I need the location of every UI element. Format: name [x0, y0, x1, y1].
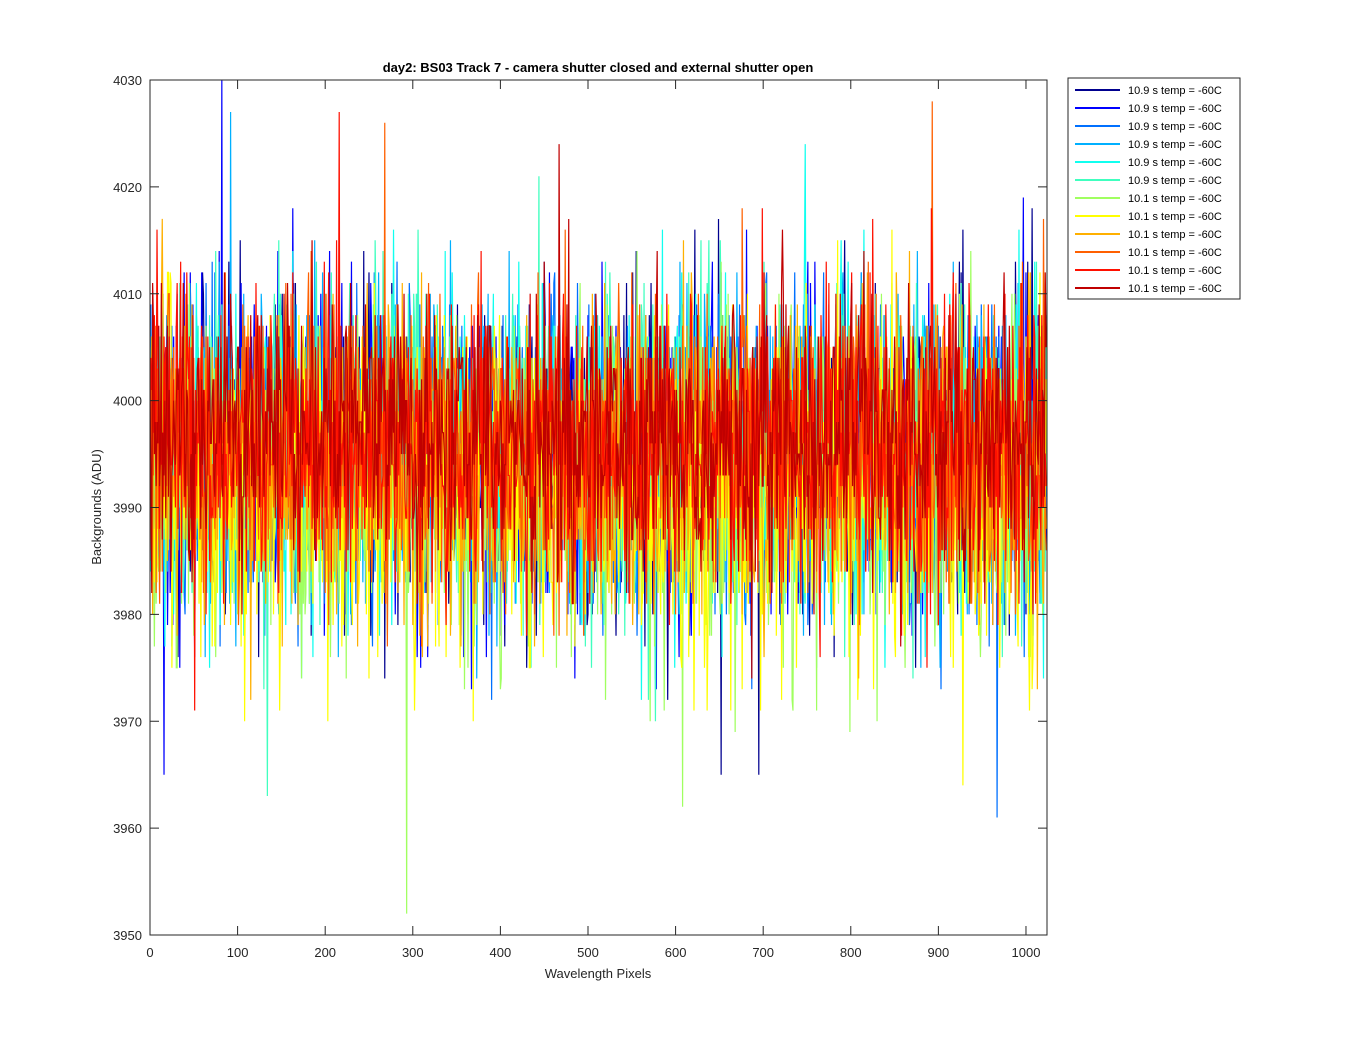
legend-entry-label: 10.1 s temp = -60C [1128, 247, 1222, 259]
y-tick-label: 3970 [113, 714, 142, 729]
y-tick-label: 3990 [113, 501, 142, 516]
legend-entry-label: 10.9 s temp = -60C [1128, 103, 1222, 115]
x-tick-label: 0 [146, 945, 153, 960]
legend-entry-label: 10.9 s temp = -60C [1128, 139, 1222, 151]
y-tick-label: 3980 [113, 607, 142, 622]
legend-entry-label: 10.9 s temp = -60C [1128, 85, 1222, 97]
x-tick-label: 800 [840, 945, 862, 960]
legend: 10.9 s temp = -60C 10.9 s temp = -60C 10.9… [1067, 77, 1241, 300]
y-tick-label: 4030 [113, 73, 142, 88]
series-line-12 [150, 144, 1047, 679]
x-tick-label: 500 [577, 945, 599, 960]
y-tick-label: 3960 [113, 821, 142, 836]
legend-box [1067, 77, 1241, 300]
legend-entry-label: 10.9 s temp = -60C [1128, 157, 1222, 169]
x-tick-label: 600 [665, 945, 687, 960]
x-tick-label: 100 [227, 945, 249, 960]
y-tick-label: 4020 [113, 180, 142, 195]
legend-entry-label: 10.1 s temp = -60C [1128, 265, 1222, 277]
legend-entry-label: 10.1 s temp = -60C [1128, 193, 1222, 205]
x-tick-label: 300 [402, 945, 424, 960]
legend-entry-label: 10.1 s temp = -60C [1128, 211, 1222, 223]
x-tick-label: 700 [752, 945, 774, 960]
x-axis: 0 100 200 300 400 500 600 700 800 900 1000 [146, 80, 1040, 960]
x-axis-label: Wavelength Pixels [545, 966, 652, 981]
x-tick-label: 1000 [1012, 945, 1041, 960]
legend-entry-label: 10.9 s temp = -60C [1128, 121, 1222, 133]
legend-entry-label: 10.1 s temp = -60C [1128, 229, 1222, 241]
series-layer [150, 80, 1047, 914]
y-tick-label: 4000 [113, 394, 142, 409]
y-tick-label: 4010 [113, 287, 142, 302]
x-tick-label: 200 [314, 945, 336, 960]
x-tick-label: 900 [928, 945, 950, 960]
y-axis: 3950 3960 3970 3980 3990 4000 4010 4020 4030 [113, 73, 1047, 943]
legend-entry-label: 10.9 s temp = -60C [1128, 175, 1222, 187]
chart-title: day2: BS03 Track 7 - camera shutter clos… [383, 60, 814, 75]
y-axis-label: Backgrounds (ADU) [89, 449, 104, 565]
legend-entry-label: 10.1 s temp = -60C [1128, 283, 1222, 295]
x-tick-label: 400 [490, 945, 512, 960]
y-tick-label: 3950 [113, 928, 142, 943]
